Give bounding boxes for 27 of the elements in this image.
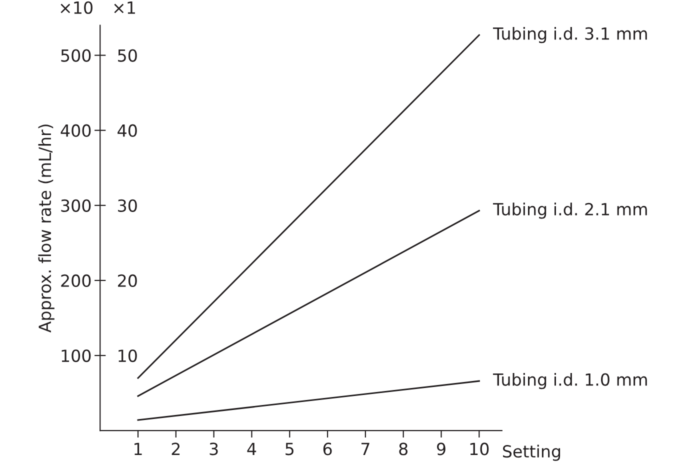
text: ×10 — [60, 1, 92, 14]
x-tick-label: 6 — [323, 442, 332, 456]
text: ×1 — [114, 2, 135, 14]
y2-tick-label: 40 — [118, 124, 137, 137]
y-axis-title: Approx. flow rate (mL/hr) — [38, 124, 54, 333]
x-tick-label: 4 — [247, 442, 256, 456]
y2-tick-label: 30 — [118, 199, 137, 212]
x-tick-label: 3 — [210, 442, 218, 456]
series-label: Tubing i.d. 3.1 mm — [492, 26, 647, 44]
x-tick-label: 8 — [399, 442, 408, 456]
y2-tick-label: 20 — [118, 274, 137, 288]
y-tick-label: 500 — [61, 49, 91, 62]
x-tick-label: 1 — [134, 442, 142, 456]
x-tick-label: 9 — [436, 442, 446, 456]
x-tick-label: 5 — [286, 442, 294, 456]
x-tick-label: 10 — [470, 442, 489, 456]
y-tick-label: 400 — [60, 124, 91, 137]
y-tick-label: 100 — [62, 349, 91, 362]
series-label: Tubing i.d. 2.1 mm — [492, 202, 647, 219]
y2-tick-label: 50 — [118, 49, 137, 62]
x-tick-label: 7 — [362, 442, 370, 456]
x-tick-label: 2 — [172, 442, 180, 456]
x-axis-title: Setting — [502, 444, 560, 461]
y-tick-label: 300 — [61, 199, 91, 212]
y2-tick-label: 10 — [118, 349, 137, 362]
series-label: Tubing i.d. 1.0 mm — [492, 372, 647, 390]
y-tick-label: 200 — [61, 274, 91, 288]
